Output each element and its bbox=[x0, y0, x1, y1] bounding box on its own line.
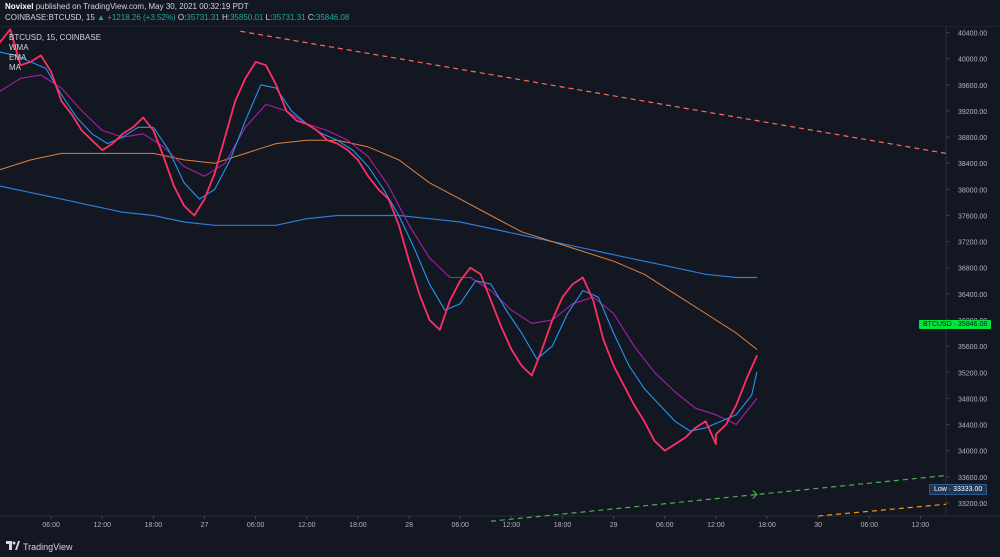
time-axis-label: 12:00 bbox=[503, 522, 521, 529]
price-axis-label: 38400.00 bbox=[958, 161, 987, 168]
time-axis-label: 29 bbox=[610, 522, 618, 529]
price-axis-label: 38000.00 bbox=[958, 187, 987, 194]
time-axis-label: 18:00 bbox=[145, 522, 163, 529]
time-axis-label: 06:00 bbox=[656, 522, 674, 529]
last-price-separator: · bbox=[953, 321, 957, 328]
close-label: C: bbox=[307, 13, 316, 22]
time-axis-label: 18:00 bbox=[554, 522, 572, 529]
price-axis-label: 35600.00 bbox=[958, 344, 987, 351]
high-label: H: bbox=[221, 13, 230, 22]
low-tag-separator: · bbox=[948, 486, 952, 493]
price-axis-label: 33600.00 bbox=[958, 475, 987, 482]
time-axis-label: 12:00 bbox=[94, 522, 112, 529]
tradingview-brand-text: TradingView bbox=[23, 541, 73, 552]
price-axis-label: 35200.00 bbox=[958, 370, 987, 377]
low-tag-value: 33333.00 bbox=[953, 486, 983, 493]
time-axis-label: 30 bbox=[814, 522, 822, 529]
time-axis-label: 06:00 bbox=[42, 522, 60, 529]
price-change: ▲ +1218.26 (+3.52%) bbox=[97, 13, 176, 22]
last-price-value: 35846.08 bbox=[958, 321, 988, 328]
last-price-symbol: BTCUSD bbox=[923, 321, 952, 328]
time-axis-label: 28 bbox=[405, 522, 413, 529]
price-axis-label: 40000.00 bbox=[958, 57, 987, 64]
price-axis-label: 33200.00 bbox=[958, 501, 987, 508]
low-price-tag: Low · 33333.00 bbox=[929, 484, 988, 495]
time-axis-label: 18:00 bbox=[758, 522, 776, 529]
publish-info: published on TradingView.com, May 30, 20… bbox=[35, 2, 249, 11]
series-line-wma[interactable] bbox=[0, 51, 758, 432]
price-axis-label: 37600.00 bbox=[958, 213, 987, 220]
series-lines bbox=[0, 28, 758, 452]
trendlines bbox=[240, 30, 947, 522]
trend-arrow-icon bbox=[752, 490, 758, 499]
time-axis-label: 06:00 bbox=[861, 522, 879, 529]
legend-item-ema[interactable]: EMA bbox=[9, 53, 27, 62]
price-axis-label: 36400.00 bbox=[958, 292, 987, 299]
time-axis-label: 06:00 bbox=[247, 522, 265, 529]
author-name[interactable]: Novixel bbox=[5, 2, 34, 11]
time-axis-label: 18:00 bbox=[349, 522, 367, 529]
open-value: 35731.31 bbox=[186, 13, 220, 22]
tradingview-logo-icon bbox=[6, 541, 20, 552]
low-value: 35731.31 bbox=[272, 13, 306, 22]
tradingview-brand[interactable]: TradingView bbox=[6, 541, 73, 552]
series-line-ma-slow[interactable] bbox=[0, 185, 758, 279]
time-axis-label: 12:00 bbox=[707, 522, 725, 529]
series-line-price[interactable] bbox=[0, 28, 758, 452]
low-tag-label: Low bbox=[934, 486, 947, 493]
legend-symbol[interactable]: BTCUSD, 15, COINBASE bbox=[9, 33, 102, 42]
price-axis-label: 36800.00 bbox=[958, 266, 987, 273]
publish-line: Novixel published on TradingView.com, Ma… bbox=[5, 2, 249, 11]
time-axis-label: 12:00 bbox=[298, 522, 316, 529]
price-axis-label: 34000.00 bbox=[958, 449, 987, 456]
symbol-label[interactable]: COINBASE:BTCUSD, 15 bbox=[5, 13, 95, 22]
time-axis-label: 12:00 bbox=[912, 522, 930, 529]
last-price-tag: BTCUSD · 35846.08 bbox=[919, 320, 992, 329]
trend-bottom-trendline[interactable] bbox=[818, 503, 947, 517]
price-axis[interactable]: 33200.00 33600.00 34000.00 34400.00 34800.00… bbox=[946, 31, 987, 508]
price-axis-label: 40400.00 bbox=[958, 31, 987, 38]
price-axis-label: 38800.00 bbox=[958, 135, 987, 142]
footer: TradingView bbox=[0, 538, 1000, 557]
time-axis-label: 27 bbox=[201, 522, 209, 529]
price-axis-label: 34800.00 bbox=[958, 396, 987, 403]
low-label: L: bbox=[265, 13, 273, 22]
chart-header: Novixel published on TradingView.com, Ma… bbox=[0, 0, 1000, 26]
legend-item-ma[interactable]: MA bbox=[9, 63, 21, 72]
time-axis-label: 06:00 bbox=[451, 522, 469, 529]
price-axis-label: 39600.00 bbox=[958, 83, 987, 90]
ohlc-line: COINBASE:BTCUSD, 15 ▲ +1218.26 (+3.52%) … bbox=[5, 13, 349, 22]
trend-upper-trendline[interactable] bbox=[240, 30, 947, 154]
chart-legend: BTCUSD, 15, COINBASE WMA EMA MA bbox=[9, 33, 101, 73]
time-axis[interactable]: 06:00 12:00 18:00 27 06:00 12:00 18:00 28 06:00 1… bbox=[42, 516, 929, 529]
trend-lower-trendline[interactable] bbox=[490, 474, 947, 522]
series-line-ma-long[interactable] bbox=[0, 139, 758, 350]
price-axis-label: 37200.00 bbox=[958, 240, 987, 247]
price-axis-label: 34400.00 bbox=[958, 423, 987, 430]
open-label: O: bbox=[177, 13, 187, 22]
price-chart[interactable]: 33200.00 33600.00 34000.00 34400.00 34800.00… bbox=[0, 26, 1000, 538]
series-line-ema[interactable] bbox=[0, 74, 758, 426]
price-axis-label: 39200.00 bbox=[958, 109, 987, 116]
high-value: 35850.01 bbox=[229, 13, 264, 22]
legend-item-wma[interactable]: WMA bbox=[9, 43, 29, 52]
close-value: 35846.08 bbox=[315, 13, 350, 22]
